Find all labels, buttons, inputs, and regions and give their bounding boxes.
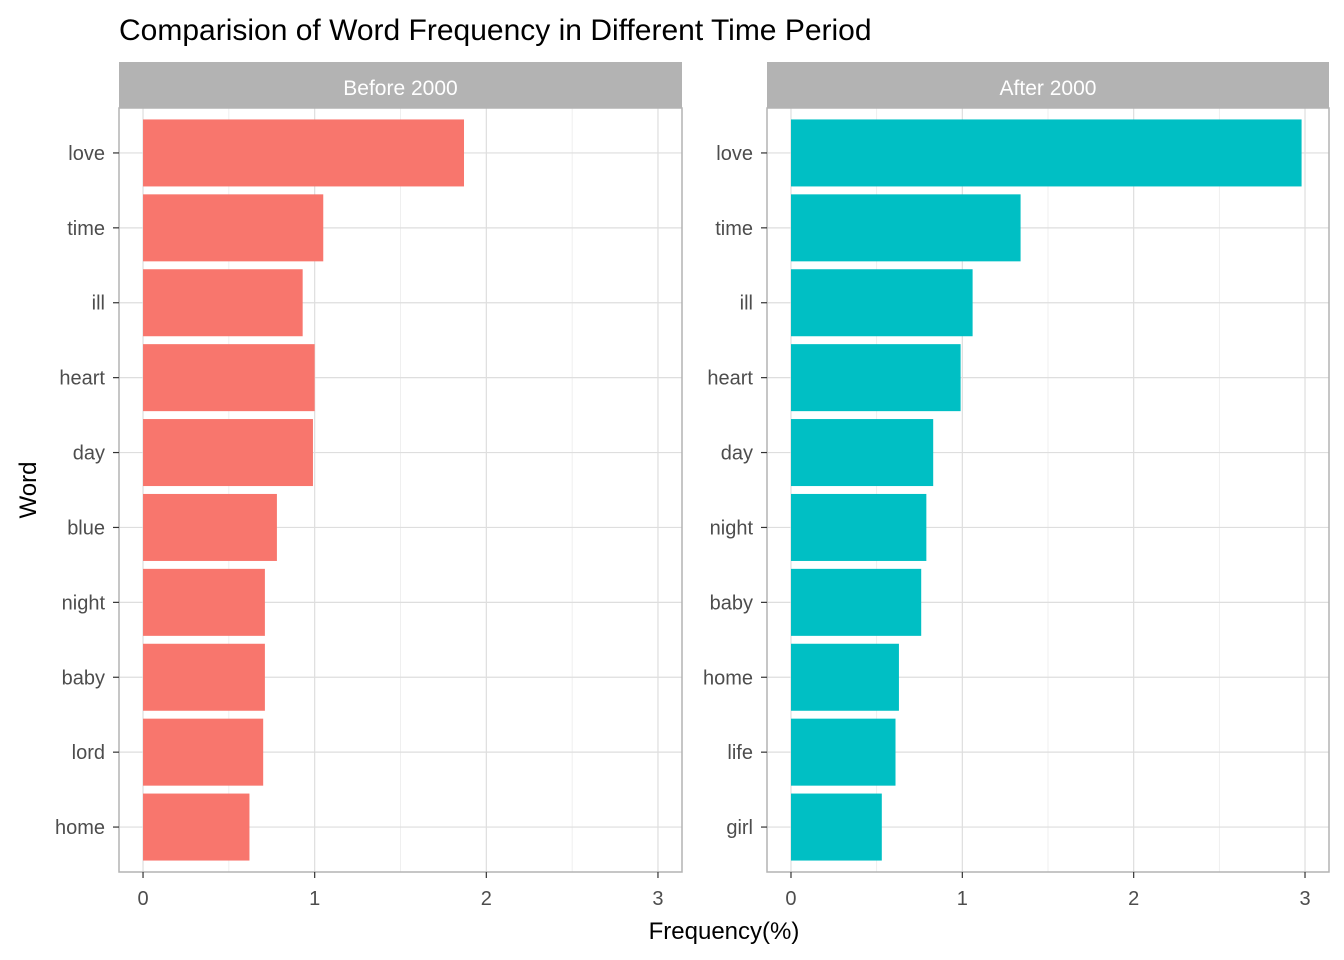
x-tick-label: 3 [652,888,663,910]
facet-strip-label: Before 2000 [343,77,457,100]
bar [143,793,250,861]
bar [790,344,961,412]
y-tick-label: ill [92,293,105,315]
y-tick-label: life [727,742,753,764]
bar [143,643,265,711]
panel-1: After 2000 love time ill heart day night baby ho… [703,62,1330,910]
x-tick-label: 1 [309,888,320,910]
y-tick-label: day [73,443,105,465]
bar [790,419,934,487]
x-tick-label: 0 [137,888,148,910]
y-tick-label: day [721,443,753,465]
y-tick-label: ill [740,293,753,315]
bar [790,718,896,786]
y-tick-label: love [716,143,753,165]
y-tick-label: girl [726,817,753,839]
facet-strip [767,62,1329,108]
bar [790,568,922,636]
bar [790,269,973,337]
y-tick-label: time [67,218,105,240]
bar [143,419,313,487]
bar [143,119,465,187]
x-tick-label: 2 [481,888,492,910]
bar [143,194,324,262]
x-tick-label: 3 [1299,888,1310,910]
facet-strip [119,62,682,108]
y-tick-label: night [710,517,754,539]
y-tick-label: heart [59,368,105,390]
panel-border [118,107,683,873]
bar [790,493,927,561]
y-tick-label: baby [62,667,105,689]
panel-border [766,107,1330,873]
y-tick-label: heart [707,368,753,390]
bar [790,194,1021,262]
y-tick-label: night [62,592,106,614]
panels: Before 2000 love time ill heart day blue night b… [55,62,1330,910]
chart-title: Comparision of Word Frequency in Differe… [119,14,872,47]
x-tick-label: 0 [785,888,796,910]
y-tick-label: love [68,143,105,165]
y-tick-label: baby [710,592,753,614]
y-tick-label: home [55,817,105,839]
bar [143,269,303,337]
x-tick-label: 1 [957,888,968,910]
bar [143,718,264,786]
bar [143,493,277,561]
x-axis-title: Frequency(%) [649,918,800,945]
x-tick-label: 2 [1128,888,1139,910]
panel-0: Before 2000 love time ill heart day blue night b… [55,62,683,910]
bar [790,119,1302,187]
y-tick-label: time [715,218,753,240]
y-tick-label: blue [67,517,105,539]
y-axis-title: Word [15,462,42,519]
bar [790,793,882,861]
y-tick-label: home [703,667,753,689]
bar [143,344,315,412]
bar [790,643,899,711]
bar [143,568,265,636]
facet-strip-label: After 2000 [1000,77,1097,100]
y-tick-label: lord [72,742,105,764]
